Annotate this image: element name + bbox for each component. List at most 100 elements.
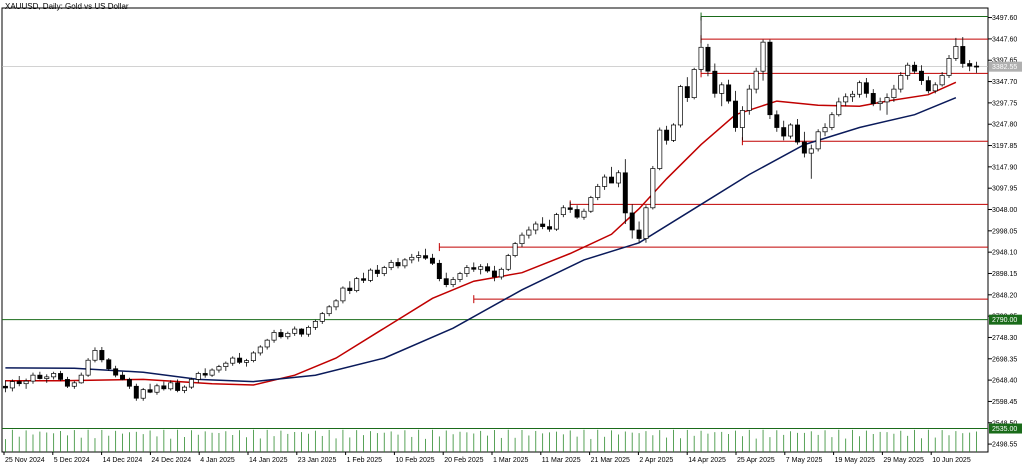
candle-body [319, 313, 325, 322]
candle-body [271, 332, 277, 341]
x-axis-label: 5 Dec 2024 [54, 457, 90, 464]
candle-body [381, 267, 387, 274]
candle-body [99, 350, 105, 361]
candle-body [939, 75, 945, 86]
candle-body [9, 381, 15, 389]
candle-body [519, 234, 525, 245]
candle-body [829, 114, 835, 128]
candle-body [450, 279, 456, 285]
y-axis-label: 3447.60 [992, 36, 1017, 43]
candle-body [609, 176, 615, 184]
candle-body [464, 267, 470, 274]
candle-body [843, 96, 849, 103]
candle-body [691, 69, 697, 99]
candle-body [946, 58, 952, 76]
candle-body [409, 256, 415, 261]
candle-body [705, 46, 711, 72]
candle-body [264, 339, 270, 348]
moving-average-line [5, 97, 957, 383]
chart-title: XAUUSD, Daily: Gold vs US Dollar [5, 2, 129, 11]
y-axis-label: 3497.60 [992, 15, 1017, 22]
candle-body [230, 357, 236, 364]
y-axis-label: 2748.30 [992, 335, 1017, 342]
plot-frame [1, 7, 989, 453]
candle-body [237, 357, 243, 363]
candle-body [182, 386, 187, 391]
candle-body [505, 255, 511, 270]
price-tag-label: 3382.55 [992, 64, 1017, 71]
candle-body [92, 350, 98, 361]
candle-body [677, 86, 683, 126]
x-axis-label: 24 Dec 2024 [151, 457, 191, 464]
candle-body [643, 207, 649, 239]
x-axis-label: 14 Dec 2024 [103, 457, 143, 464]
candle-body [533, 223, 539, 231]
price-tag [989, 423, 1022, 434]
candle-body [960, 46, 966, 64]
candle-body [250, 352, 256, 361]
x-axis-label: 21 Mar 2025 [591, 457, 630, 464]
candle-body [395, 262, 401, 267]
candle-body [712, 70, 718, 94]
candle-body [657, 129, 663, 169]
candle-body [51, 373, 57, 378]
candle-body [753, 70, 759, 90]
x-axis-label: 11 Mar 2025 [542, 457, 581, 464]
candle-body [85, 359, 91, 376]
candle-body [974, 65, 980, 68]
candle-body [918, 70, 924, 81]
candle-body [629, 212, 635, 231]
candle-body [526, 229, 532, 236]
candle-body [244, 360, 249, 363]
candle-body [733, 100, 738, 128]
x-axis-label: 25 Apr 2025 [737, 457, 775, 464]
candle-body [877, 101, 883, 104]
candle-body [478, 266, 484, 270]
candle-body [374, 269, 380, 274]
candle-body [684, 86, 690, 99]
candle-body [719, 84, 725, 94]
candle-body [664, 129, 670, 141]
candle-body [912, 64, 918, 72]
candle-body [822, 127, 828, 133]
y-axis-label: 3048.00 [992, 207, 1017, 214]
candle-body [147, 389, 153, 393]
candle-body [698, 46, 704, 70]
candle-body [436, 262, 442, 280]
candle-body [202, 373, 208, 376]
candle-body [905, 64, 911, 76]
candle-body [133, 385, 139, 399]
candle-body [836, 101, 842, 116]
candle-body [581, 210, 587, 218]
candle-body [168, 382, 174, 390]
x-axis-label: 10 Jun 2025 [932, 457, 971, 464]
x-axis-label: 23 Jan 2025 [298, 457, 337, 464]
y-axis-label: 3297.75 [992, 100, 1017, 107]
candle-body [856, 82, 862, 95]
candle-body [30, 374, 36, 382]
candle-body [37, 374, 43, 379]
candle-body [485, 266, 491, 272]
candle-body [312, 321, 318, 328]
y-axis-label: 2948.10 [992, 250, 1017, 257]
candle-body [891, 88, 897, 99]
candle-body [443, 278, 449, 285]
candle-body [595, 186, 601, 198]
price-tag [989, 314, 1022, 325]
price-tag-label: 2790.00 [992, 317, 1017, 324]
candle-body [491, 270, 497, 278]
candle-body [188, 379, 194, 388]
candle-body [553, 214, 559, 230]
candle-body [223, 362, 229, 367]
candle-body [801, 141, 807, 154]
candle-body [636, 229, 642, 239]
candle-body [257, 346, 263, 354]
y-axis-label: 2598.45 [992, 399, 1017, 406]
candle-body [457, 273, 463, 280]
candle-body [161, 385, 167, 390]
candle-body [815, 131, 821, 150]
candle-body [306, 326, 311, 335]
candle-body [471, 267, 477, 270]
y-axis-label: 3197.85 [992, 143, 1017, 150]
